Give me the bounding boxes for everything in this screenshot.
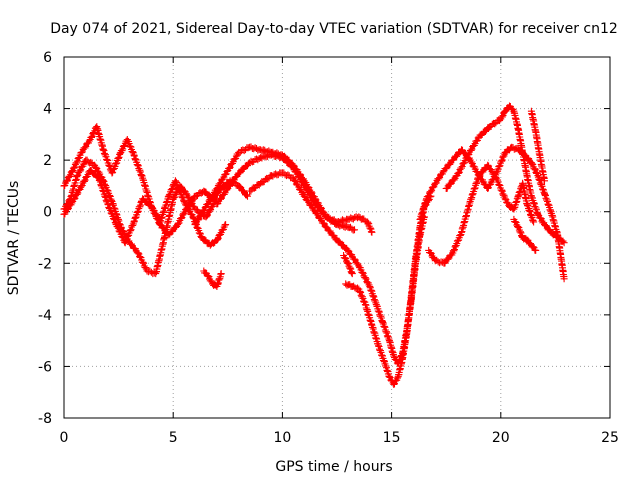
- y-tick-label: -2: [38, 256, 52, 272]
- data-point-markers: [510, 215, 540, 254]
- series-track-6: [213, 151, 376, 236]
- y-tick-label: 2: [43, 153, 52, 169]
- y-tick-label: 0: [43, 205, 52, 221]
- x-tick-label: 25: [601, 430, 619, 446]
- x-tick-label: 0: [60, 430, 69, 446]
- y-tick-label: -6: [38, 359, 52, 375]
- y-tick-label: -8: [38, 411, 52, 427]
- series-track-3: [60, 167, 251, 247]
- data-point-markers: [527, 107, 548, 185]
- series-track-14: [510, 215, 540, 254]
- series-track-8: [342, 192, 435, 388]
- data-point-markers: [425, 161, 538, 267]
- series-track-4: [200, 267, 225, 290]
- data-point-markers: [60, 123, 230, 249]
- x-tick-label: 5: [169, 430, 178, 446]
- series-track-9: [340, 252, 356, 278]
- data-point-markers: [60, 167, 251, 247]
- data-points: [60, 102, 568, 388]
- x-tick-label: 20: [492, 430, 510, 446]
- tick-labels: 0 5 10 15 20 25 -8 -6 -4 -2 0 2 4 6: [38, 50, 619, 446]
- series-track-12: [442, 102, 568, 247]
- data-point-markers: [340, 252, 356, 278]
- y-tick-label: -4: [38, 308, 52, 324]
- y-tick-label: 4: [43, 102, 52, 118]
- series-track-13: [527, 107, 548, 185]
- data-point-markers: [342, 192, 435, 388]
- data-point-markers: [200, 267, 225, 290]
- y-tick-label: 6: [43, 50, 52, 66]
- axes: [63, 56, 611, 419]
- x-tick-label: 10: [273, 430, 291, 446]
- x-axis-label: GPS time / hours: [275, 459, 392, 475]
- data-point-markers: [442, 102, 568, 247]
- x-tick-label: 15: [383, 430, 401, 446]
- series-track-1: [60, 123, 230, 249]
- chart-title: Day 074 of 2021, Sidereal Day-to-day VTE…: [50, 21, 618, 37]
- y-axis-label: SDTVAR / TECUs: [6, 181, 22, 296]
- plot-frame: [63, 56, 611, 419]
- data-point-markers: [213, 151, 376, 236]
- series-track-11: [425, 161, 538, 267]
